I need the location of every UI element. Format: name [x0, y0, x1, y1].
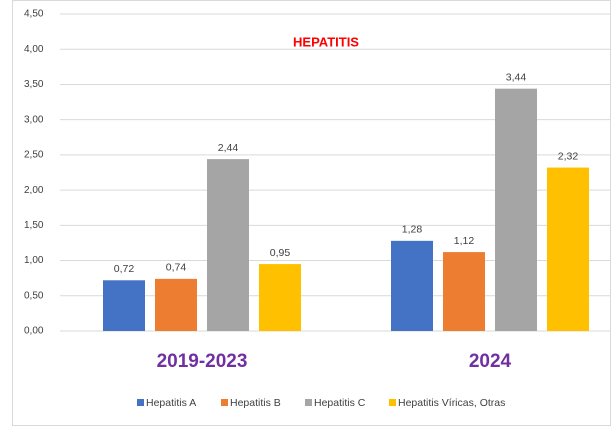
x-tick-label: 2024: [469, 351, 512, 372]
legend-swatch: [137, 399, 144, 406]
bar: [495, 88, 537, 331]
legend-label: Hepatitis A: [146, 397, 196, 409]
bar: [155, 278, 197, 331]
data-label: 1,28: [402, 224, 423, 236]
legend-label: Hepatitis Víricas, Otras: [398, 397, 505, 409]
legend-swatch: [389, 399, 396, 406]
y-tick-label: 3,00: [24, 114, 44, 125]
legend-swatch: [221, 399, 228, 406]
bar: [259, 264, 301, 331]
data-label: 2,44: [218, 142, 239, 154]
y-tick-label: 1,00: [24, 255, 44, 266]
y-tick-label: 1,50: [24, 220, 44, 231]
bar: [207, 159, 249, 331]
y-tick-label: 0,50: [24, 290, 44, 301]
bar: [391, 240, 433, 331]
data-label: 1,12: [454, 235, 475, 247]
y-tick-label: 2,50: [24, 150, 44, 161]
data-label: 0,95: [270, 247, 291, 259]
bar: [443, 252, 485, 331]
y-tick-label: 2,00: [24, 185, 44, 196]
y-tick-label: 4,00: [24, 44, 44, 55]
y-tick-label: 0,00: [24, 326, 44, 337]
bar: [103, 280, 145, 331]
legend-label: Hepatitis C: [314, 397, 366, 409]
x-tick-label: 2019-2023: [157, 351, 248, 372]
y-tick-label: 4,50: [24, 9, 44, 20]
chart-title: HEPATITIS: [293, 34, 359, 49]
data-label: 2,32: [558, 150, 579, 162]
data-label: 3,44: [506, 71, 527, 83]
legend-label: Hepatitis B: [230, 397, 281, 409]
bar: [547, 167, 589, 331]
data-label: 0,72: [114, 263, 135, 275]
y-tick-label: 3,50: [24, 79, 44, 90]
data-label: 0,74: [166, 262, 187, 274]
legend-swatch: [305, 399, 312, 406]
